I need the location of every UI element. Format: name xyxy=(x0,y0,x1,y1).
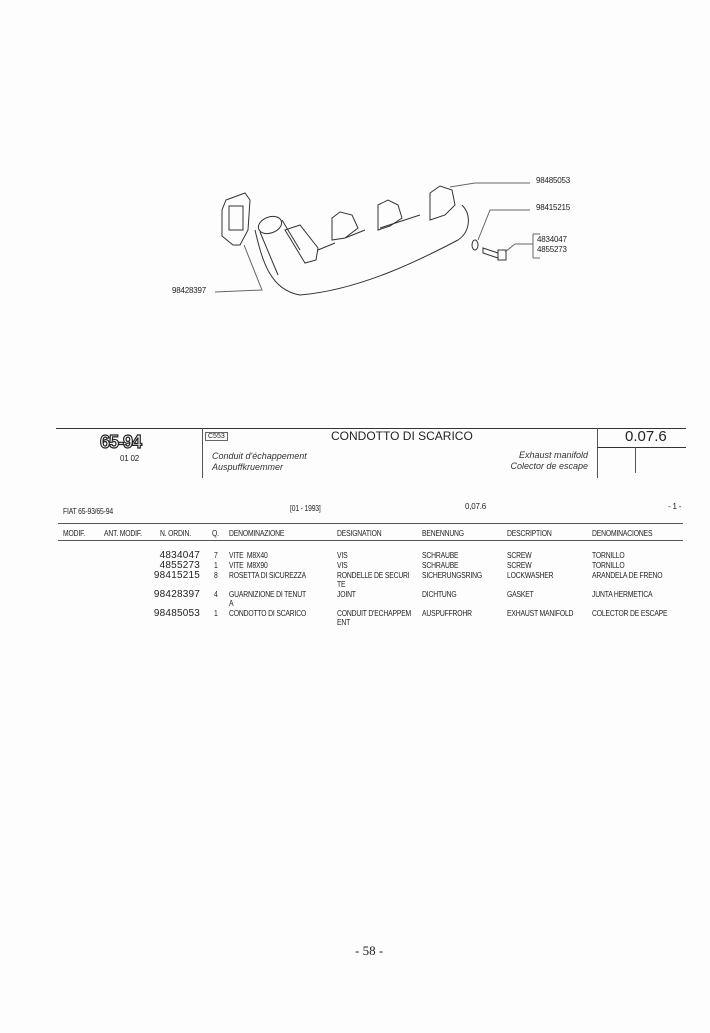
name-de: SCHRAUBE xyxy=(422,561,459,570)
name-fr: VIS xyxy=(337,561,348,570)
column-header: DESCRIPTION xyxy=(507,529,552,538)
part-number: 4834047 xyxy=(159,550,200,561)
column-header: MODIF. xyxy=(63,529,86,538)
page-number: - 58 - xyxy=(355,943,384,958)
part-number: 98485053 xyxy=(153,608,200,619)
name-es: TORNILLO xyxy=(592,551,625,560)
name-fr: JOINT xyxy=(337,590,356,599)
name-de: SICHERUNGSRING xyxy=(422,571,482,580)
part-number: 98415215 xyxy=(153,570,200,581)
name-en: EXHAUST MANIFOLD xyxy=(507,609,574,618)
section-number: 0.07.6 xyxy=(625,428,667,445)
name-en: SCREW xyxy=(507,561,532,570)
model-logo: 65-94 xyxy=(99,431,142,452)
name-it: GUARNIZIONE DI TENUT A xyxy=(229,590,306,608)
divider xyxy=(635,447,636,473)
name-fr: CONDUIT D'ECHAPPEM ENT xyxy=(337,609,412,627)
header-top-rule xyxy=(56,428,686,429)
quantity: 4 xyxy=(214,590,218,599)
name-de: AUSPUFFROHR xyxy=(422,609,472,618)
name-es: ARANDELA DE FRENO xyxy=(592,571,663,580)
name-en: LOCKWASHER xyxy=(507,571,554,580)
divider xyxy=(597,428,598,478)
title-de: Auspuffkruemmer xyxy=(212,462,284,472)
part-number: 4855273 xyxy=(159,560,200,571)
title-es: Colector de escape xyxy=(510,461,588,471)
name-it: CONDOTTO DI SCARICO xyxy=(229,609,307,618)
column-header: Q. xyxy=(212,529,219,538)
name-fr: VIS xyxy=(337,551,348,560)
name-en: SCREW xyxy=(507,551,532,560)
column-header: DESIGNATION xyxy=(337,529,382,538)
exhaust-manifold-drawing xyxy=(214,182,540,296)
name-it: ROSETTA DI SICUREZZA xyxy=(229,571,306,580)
name-de: DICHTUNG xyxy=(422,590,457,599)
quantity: 1 xyxy=(214,561,218,570)
name-fr: RONDELLE DE SECURI TE xyxy=(337,571,410,589)
name-es: TORNILLO xyxy=(592,561,625,570)
column-header: BENENNUNG xyxy=(422,529,464,538)
callout-98428397: 98428397 xyxy=(172,286,206,295)
quantity: 1 xyxy=(214,609,218,618)
divider xyxy=(202,428,203,478)
code-box: C553 xyxy=(205,432,228,441)
name-en: GASKET xyxy=(507,590,534,599)
name-de: SCHRAUBE xyxy=(422,551,459,560)
column-header: DENOMINACIONES xyxy=(592,529,653,538)
title-en: Exhaust manifold xyxy=(518,450,588,460)
name-it: VITE M8X40 xyxy=(229,551,268,560)
column-header: N. ORDIN. xyxy=(160,529,191,538)
callout-98485053: 98485053 xyxy=(536,176,570,185)
page-ref: - 1 - xyxy=(668,502,682,511)
divider xyxy=(597,447,686,448)
column-header: ANT. MODIF. xyxy=(104,529,142,538)
quantity: 8 xyxy=(214,571,218,580)
section-ref: 0,07.6 xyxy=(465,502,487,511)
title-fr: Conduit d'échappement xyxy=(212,451,307,461)
callout-4834047: 4834047 xyxy=(537,235,567,244)
model-sub: 01 02 xyxy=(120,454,140,463)
quantity: 7 xyxy=(214,551,218,560)
callout-4855273: 4855273 xyxy=(537,245,567,254)
page-title: CONDOTTO DI SCARICO xyxy=(331,429,473,443)
date-range: [01 - 1993] xyxy=(290,504,321,513)
table-header-rule xyxy=(58,540,683,541)
table-top-rule xyxy=(58,523,683,524)
column-header: DENOMINAZIONE xyxy=(229,529,285,538)
name-es: JUNTA HERMETICA xyxy=(592,590,653,599)
name-es: COLECTOR DE ESCAPE xyxy=(592,609,668,618)
name-it: VITE M8X90 xyxy=(229,561,268,570)
model-name: FIAT 65-93/65-94 xyxy=(63,507,113,516)
callout-98415215: 98415215 xyxy=(536,203,570,212)
part-number: 98428397 xyxy=(153,589,200,600)
